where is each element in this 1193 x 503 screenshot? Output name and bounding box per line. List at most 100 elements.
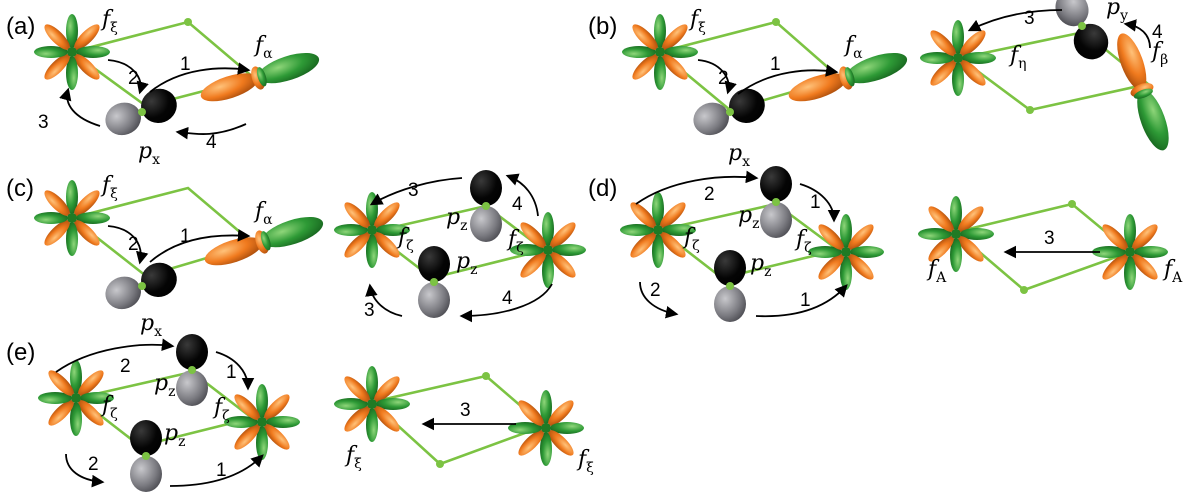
hop-label-4-bottom: 4	[502, 288, 513, 309]
arrow-3	[59, 87, 101, 127]
p-z-label-top: pz	[154, 371, 175, 400]
p-z-orbital-top	[760, 166, 792, 238]
hop-label-3: 3	[460, 400, 471, 421]
p-z-orbital-top	[470, 170, 502, 242]
hop-label-2-top: 2	[120, 356, 131, 377]
arrow-2	[107, 225, 149, 265]
hop-label-4-top: 4	[512, 194, 523, 215]
f-alpha-label: fα	[253, 199, 273, 228]
p-z-orbital-top	[176, 334, 208, 406]
p-z-orbital-bottom	[130, 420, 162, 492]
arrow-1	[149, 228, 251, 263]
f-A-label-left: fA	[926, 257, 947, 286]
panel-e: (e) fζ fζ pz pz 2 1 2 1 fξ fξ 3	[6, 334, 594, 492]
arrow-2-bottom	[65, 453, 105, 488]
site-node	[1068, 200, 1076, 208]
arrow-1	[149, 62, 251, 93]
hop-label-1-top: 1	[226, 362, 237, 383]
panel-label-b: (b)	[588, 13, 617, 40]
panel-d: (d) fζ fζ pz pz 2 1 2 1 fA fA 3	[588, 166, 1183, 322]
panel-label-a: (a)	[6, 13, 35, 40]
f-xi-label: fξ	[100, 173, 118, 202]
p-z-orbital-bottom	[418, 246, 450, 318]
arrow-1-bottom	[169, 454, 264, 487]
site-node	[1026, 106, 1034, 114]
f-zeta-orbital-right	[808, 214, 884, 290]
f-xi-label: fξ	[688, 7, 706, 36]
arrow-3-top	[369, 177, 463, 206]
f-A-orbital-right	[1092, 214, 1168, 290]
f-zeta-label-left: fζ	[682, 225, 700, 254]
panel-label-e: (e)	[6, 339, 35, 366]
hop-label-1: 1	[180, 54, 191, 75]
f-xi-label: fξ	[100, 7, 118, 36]
p-x-orbital	[100, 83, 182, 141]
hop-label-2: 2	[128, 234, 139, 255]
p-y-label: py	[1106, 0, 1128, 24]
f-zeta-label-right: fζ	[794, 227, 812, 256]
arrow-2-top	[635, 170, 759, 205]
site-node	[184, 18, 192, 26]
f-beta-orbital	[1110, 29, 1176, 155]
hop-label-2-top: 2	[704, 184, 715, 205]
hop-label-2: 2	[718, 68, 729, 89]
p-x-label: px	[728, 141, 750, 170]
arrow-1-bottom	[755, 284, 848, 318]
arrow-4	[1123, 19, 1151, 49]
hop-label-1-bottom: 1	[216, 460, 227, 481]
site-node	[436, 460, 444, 468]
f-alpha-label: fα	[843, 33, 863, 62]
f-alpha-label: fα	[253, 33, 273, 62]
p-x-orbital	[688, 83, 770, 141]
f-zeta-label-left: fζ	[396, 225, 414, 254]
arrow-1	[737, 64, 839, 95]
p-z-label-top: pz	[446, 205, 467, 234]
arrow-1-top	[799, 183, 841, 223]
f-A-label-right: fA	[1162, 257, 1183, 286]
hop-label-3: 3	[1024, 8, 1035, 29]
arrow-4-bottom	[459, 283, 553, 323]
f-eta-orbital	[920, 20, 996, 96]
f-xi-orbital	[622, 14, 698, 90]
arrow-2	[107, 59, 149, 95]
arrow-1-top	[215, 351, 255, 391]
f-zeta-label-left: fζ	[100, 393, 118, 422]
p-z-label-bottom: pz	[164, 421, 185, 450]
f-xi-label-left: fξ	[344, 443, 362, 472]
arrow-3	[967, 9, 1063, 32]
panel-label-c: (c)	[6, 175, 34, 202]
hop-label-1-bottom: 1	[800, 290, 811, 311]
f-xi-orbital-right	[508, 390, 584, 466]
site-node	[482, 372, 490, 380]
f-xi-orbital-left	[334, 366, 410, 442]
f-xi-orbital	[34, 14, 111, 90]
hop-label-3-top: 3	[408, 180, 419, 201]
f-zeta-orbital-right	[224, 384, 300, 460]
hop-label-3: 3	[38, 112, 49, 133]
panel-a: (a) fξ fα px 2 1 4 3	[6, 7, 323, 168]
hop-label-1: 1	[770, 54, 781, 75]
p-z-label-bottom: pz	[750, 251, 771, 280]
f-xi-label-right: fξ	[576, 447, 594, 476]
panel-b: (b) fξ fα px 2 1 fη fβ py 3 4	[588, 0, 1176, 170]
p-x-label: px	[138, 139, 160, 168]
arrow-2-top	[55, 338, 175, 373]
hop-label-4: 4	[1152, 22, 1163, 43]
site-node	[1020, 286, 1028, 294]
f-beta-label: fβ	[1150, 39, 1168, 68]
hop-label-3: 3	[1044, 228, 1055, 249]
arrow-2-bottom	[639, 281, 679, 319]
arrow-3-bottom	[365, 283, 403, 317]
p-z-label-bottom: pz	[456, 249, 477, 278]
p-x-orbital	[100, 257, 182, 315]
arrow-2	[697, 59, 737, 95]
hop-label-2-bottom: 2	[650, 280, 661, 301]
hop-label-3-bottom: 3	[364, 300, 375, 321]
p-z-label-top: pz	[738, 203, 759, 232]
hop-label-1-top: 1	[810, 192, 821, 213]
p-x-label: px	[140, 311, 162, 340]
site-node	[772, 18, 780, 26]
hop-label-2-bottom: 2	[88, 454, 99, 475]
hop-label-2: 2	[128, 68, 139, 89]
